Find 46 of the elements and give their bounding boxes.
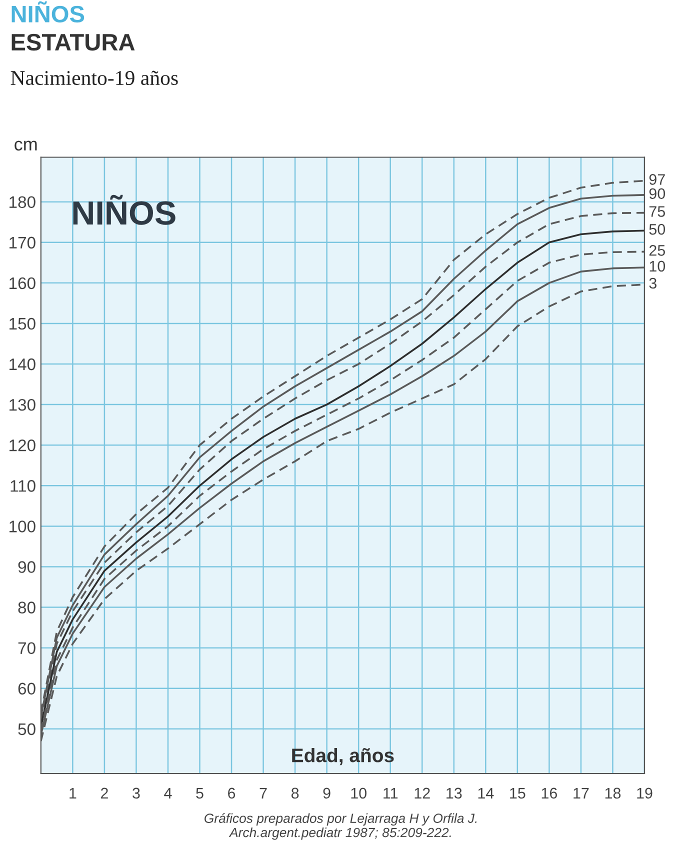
x-tick-label: 9 [323,788,330,799]
series-label: 3 [649,278,656,289]
series-label: 50 [649,224,666,235]
y-tick-label: 150 [10,318,36,330]
x-tick-label: 1 [70,788,76,798]
y-tick-label: 50 [18,723,36,736]
series-label: 10 [650,260,666,272]
y-tick-label: 100 [10,520,36,532]
x-axis-title: Edad, años [292,748,394,766]
y-axis-title: cm [14,140,37,151]
x-tick-label: 15 [510,788,526,799]
x-tick-label: 12 [414,788,430,798]
x-tick-label: 14 [478,788,494,798]
y-tick-label: 180 [10,196,36,208]
y-tick-label: 140 [10,358,36,370]
series-label: 25 [649,244,666,256]
x-tick-label: 4 [164,788,172,798]
y-tick-label: 80 [18,602,36,614]
y-tick-label: 120 [10,440,36,452]
chart-title: ESTATURA [12,34,135,51]
x-tick-label: 18 [605,788,621,799]
x-tick-label: 5 [196,788,204,799]
x-tick-label: 8 [291,788,299,799]
y-tick-label: 170 [10,236,36,249]
y-tick-label: 130 [10,398,36,411]
text: NIÑOS [12,1,84,23]
x-tick-label: 7 [260,788,267,798]
y-tick-label: 110 [10,480,36,492]
y-tick-label: 60 [18,682,36,695]
x-tick-label: 6 [228,788,236,799]
chart-subtitle: Nacimiento-19 años [10,70,178,86]
y-tick-label: 160 [10,277,36,290]
series-label: 90 [649,188,666,200]
series-label: 75 [649,206,666,217]
x-tick-label: 16 [542,788,558,799]
text: Gráficos preparados por Lejarraga H y Orfila J. Arch.argent.pediatr 1987; 85:209-222. [204,813,477,840]
x-tick-label: 10 [351,788,366,799]
y-tick-label: 70 [18,642,36,654]
series-label: 97 [649,174,665,185]
x-tick-label: 19 [637,788,652,799]
y-tick-label: 90 [18,561,36,573]
x-tick-label: 11 [384,788,398,798]
x-tick-label: 2 [100,788,108,798]
x-tick-label: 17 [574,788,589,798]
x-tick-label: 13 [446,788,462,799]
x-tick-label: 3 [132,788,140,799]
